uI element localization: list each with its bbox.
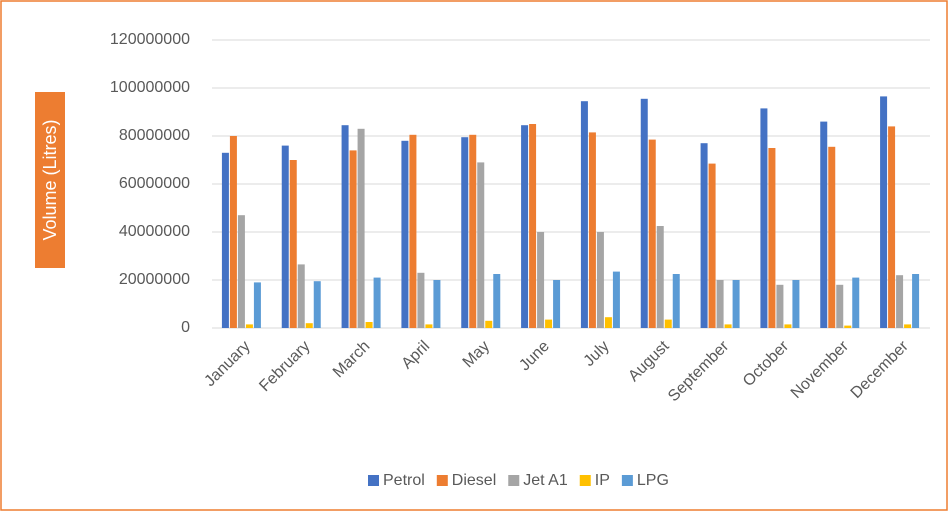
bar [664,319,672,328]
legend-label: LPG [637,472,669,489]
bar [477,162,485,328]
bar [461,137,469,328]
y-tick-label: 120000000 [110,31,190,48]
bar [521,125,529,328]
bar [237,215,245,328]
bar [365,322,373,328]
bar [732,280,740,328]
bar [349,150,357,328]
bar [640,98,648,328]
bar [844,325,852,328]
bar [580,101,588,328]
bar [852,277,860,328]
bar [425,324,433,328]
bar [281,145,289,328]
legend-swatch [368,475,379,486]
bar [253,282,261,328]
legend-swatch [508,475,520,486]
legend-swatch [436,475,448,486]
y-tick-label: 100000000 [110,79,190,96]
bar [672,274,680,328]
bar [341,125,349,328]
bar [880,96,888,329]
bar [904,324,912,328]
bar [792,280,800,328]
bar [760,108,768,329]
bar [433,280,441,328]
bar [373,277,381,328]
bar [588,132,596,328]
bar [700,143,708,328]
bar [409,134,417,328]
bar [708,163,716,328]
bar [529,124,537,328]
bar [828,146,836,328]
bar [313,281,321,328]
bar [784,324,792,328]
legend-swatch [621,475,633,486]
legend-label: Diesel [452,472,496,489]
bar [888,126,896,329]
bar [768,148,776,328]
bar [596,232,604,328]
y-tick-label: 20000000 [119,271,190,288]
bar [553,280,561,328]
legend-swatch [579,475,591,486]
bar [604,317,612,328]
bar [245,324,253,328]
bar [912,274,920,328]
legend-label: IP [595,472,610,489]
bar [357,128,365,328]
legend-label: Jet A1 [523,472,568,489]
bar [776,284,784,328]
bar [229,136,237,328]
bar [469,134,477,328]
bar [545,319,553,328]
bar [305,323,313,328]
bar [836,284,844,328]
y-axis-label-bg [35,92,65,268]
y-tick-label: 40000000 [119,223,190,240]
bar [820,121,828,328]
bar [656,226,664,328]
bar [221,152,229,328]
bar [289,160,297,328]
bar [648,139,656,328]
bar [896,275,904,328]
y-axis-label: Volume (Litres) [40,119,60,240]
bar [724,324,732,328]
bar [612,271,620,328]
bar [297,264,305,328]
bar [537,232,545,328]
y-axis-label-group: Volume (Litres) [35,92,65,268]
bar [417,272,425,328]
y-tick-label: 60000000 [119,175,190,192]
bar [401,140,409,328]
y-tick-label: 80000000 [119,127,190,144]
y-tick-label: 0 [181,319,190,336]
bar [493,274,501,328]
legend-label: Petrol [383,472,425,489]
bar [716,280,724,328]
bar [485,320,493,328]
